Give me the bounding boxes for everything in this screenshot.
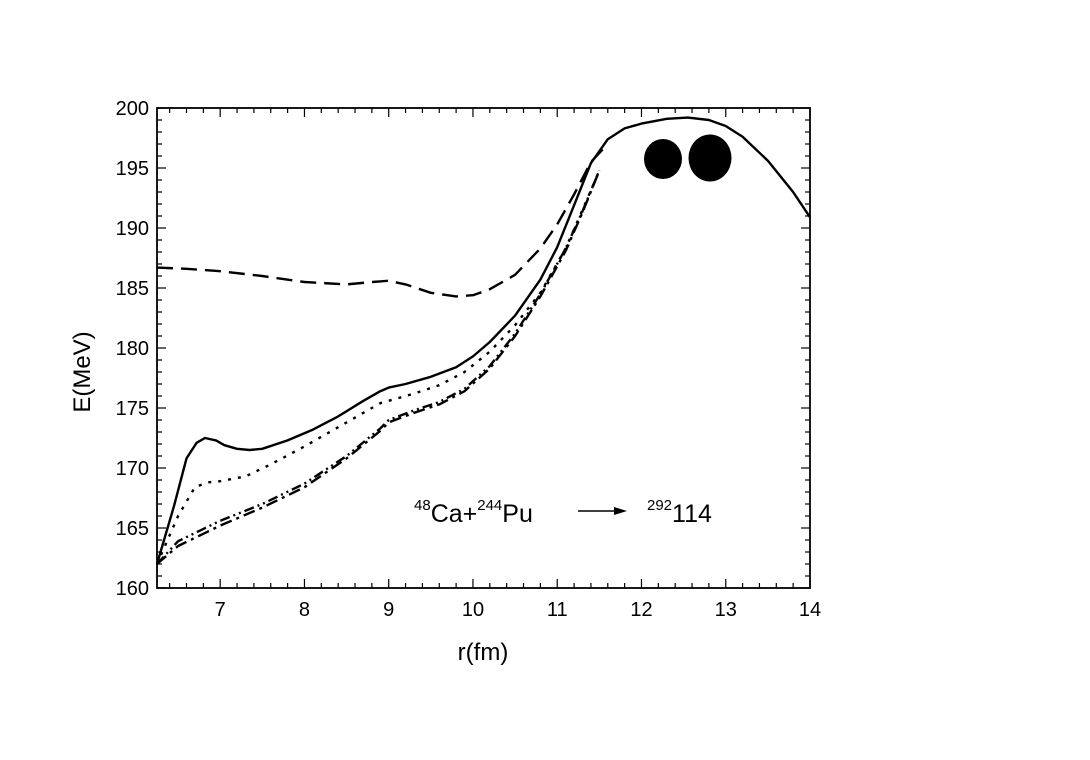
x-tick-label: 11 [547, 599, 568, 621]
reaction-annotation: 48Ca+244Pu [414, 497, 533, 528]
x-tick-label: 9 [383, 599, 394, 621]
projectile-symbol: Ca+ [431, 500, 478, 528]
x-tick-label: 12 [630, 599, 652, 621]
y-tick-label: 195 [116, 158, 149, 180]
projectile-mass-number: 48 [414, 497, 431, 514]
x-tick-label: 13 [715, 599, 737, 621]
y-tick-label: 160 [116, 578, 149, 600]
series-line-dash-dot-dot [156, 169, 601, 565]
y-tick-label: 165 [116, 518, 149, 540]
plot-frame [156, 107, 811, 589]
y-tick-label: 170 [116, 458, 149, 480]
product-symbol: 114 [672, 500, 712, 528]
series-group [155, 116, 811, 565]
series-line-dotted [155, 169, 601, 565]
x-tick-label: 7 [215, 599, 226, 621]
y-tick-label: 185 [116, 278, 149, 300]
x-tick-label: 10 [462, 599, 484, 621]
series-line-dash-dot [156, 169, 601, 565]
product-mass-number: 292 [647, 497, 672, 514]
series-line-solid [155, 116, 811, 565]
target-symbol: Pu [502, 500, 533, 528]
reaction-arrow-icon [578, 507, 627, 515]
y-axis-title: E(MeV) [69, 331, 96, 412]
target-mass-number: 244 [477, 497, 502, 514]
y-tick-label: 180 [116, 338, 149, 360]
two-filled-nuclei-icon [644, 134, 732, 182]
series-line-dashed [156, 143, 609, 298]
product-annotation: 292114 [647, 497, 712, 528]
x-tick-label: 14 [799, 599, 821, 621]
x-tick-label: 8 [299, 599, 310, 621]
x-axis-title: r(fm) [458, 639, 509, 666]
nucleus-left-icon [644, 139, 682, 179]
nucleus-right-icon [688, 134, 732, 182]
y-tick-label: 175 [116, 398, 149, 420]
y-tick-label: 200 [116, 98, 149, 120]
y-tick-label: 190 [116, 218, 149, 240]
tick-labels: 7 8 9 10 11 12 13 14 160 165 170 175 180 185 190 195 200 [116, 98, 822, 621]
